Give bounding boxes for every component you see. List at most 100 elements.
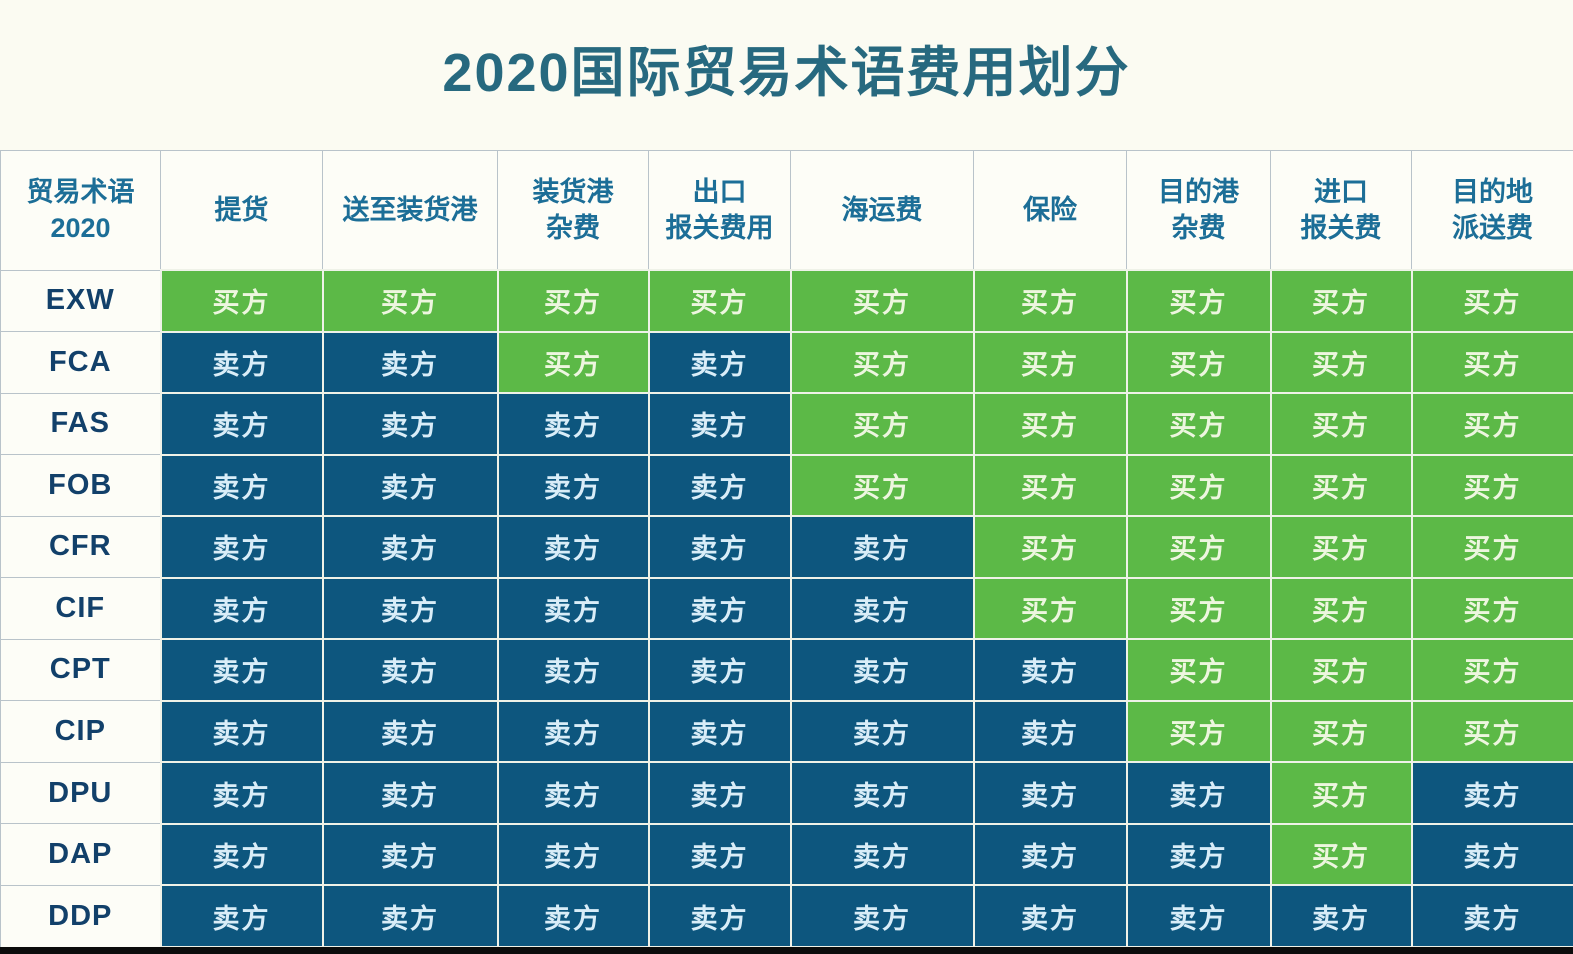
cost-cell-cif-col2-seller: 卖方 [321, 576, 499, 641]
cost-cell-cpt-col3-seller: 卖方 [496, 638, 650, 702]
cost-cell-cfr-col4-seller: 卖方 [647, 515, 792, 579]
cost-cell-fob-col1-seller: 卖方 [159, 453, 324, 518]
cost-cell-cfr-col8-buyer: 买方 [1269, 515, 1413, 579]
cost-cell-cif-col9-buyer: 买方 [1410, 576, 1573, 641]
cost-cell-dpu-col8-buyer: 买方 [1269, 761, 1413, 825]
cost-cell-fca-col9-buyer: 买方 [1410, 330, 1573, 395]
incoterms-table-wrap: 贸易术语 2020 提货 送至装货港 装货港 杂费 出口 报关费用 海运费 保险 目的港 杂… [0, 150, 1573, 948]
table-row-cif: CIF 卖方 卖方 卖方 卖方 卖方 买方 买方 买方 买方 [0, 576, 1573, 641]
cost-cell-cif-col6-buyer: 买方 [972, 576, 1128, 641]
cost-cell-exw-col1-buyer: 买方 [159, 269, 324, 333]
cost-cell-dap-col8-buyer: 买方 [1269, 822, 1413, 887]
cost-cell-dap-col1-seller: 卖方 [159, 822, 324, 887]
cost-cell-dap-col9-seller: 卖方 [1410, 822, 1573, 887]
cost-cell-fob-col5-buyer: 买方 [789, 453, 975, 518]
table-row-dpu: DPU 卖方 卖方 卖方 卖方 卖方 卖方 卖方 买方 卖方 [0, 761, 1573, 825]
cost-cell-cpt-col2-seller: 卖方 [321, 638, 499, 702]
term-cell-dap: DAP [0, 823, 161, 886]
cost-cell-fas-col1-seller: 卖方 [159, 392, 324, 456]
cost-cell-cif-col7-buyer: 买方 [1125, 576, 1272, 641]
term-cell-dpu: DPU [0, 761, 161, 825]
cost-cell-fas-col6-buyer: 买方 [972, 392, 1128, 456]
column-header-0: 提货 [160, 150, 323, 271]
cost-cell-fob-col2-seller: 卖方 [321, 453, 499, 518]
cost-cell-cip-col9-buyer: 买方 [1410, 699, 1573, 764]
cost-cell-exw-col4-buyer: 买方 [647, 269, 792, 333]
table-row-cpt: CPT 卖方 卖方 卖方 卖方 卖方 卖方 买方 买方 买方 [0, 638, 1573, 702]
cost-cell-dap-col5-seller: 卖方 [789, 822, 975, 887]
bottom-edge-bar [0, 947, 1573, 954]
cost-cell-fca-col4-seller: 卖方 [647, 330, 792, 395]
cost-cell-cif-col4-seller: 卖方 [647, 576, 792, 641]
table-row-cfr: CFR 卖方 卖方 卖方 卖方 卖方 买方 买方 买方 买方 [0, 515, 1573, 579]
cost-cell-cfr-col1-seller: 卖方 [159, 515, 324, 579]
cost-cell-cfr-col6-buyer: 买方 [972, 515, 1128, 579]
term-cell-fas: FAS [0, 392, 161, 456]
term-cell-fob: FOB [0, 454, 161, 517]
term-cell-exw: EXW [0, 269, 161, 333]
cost-cell-cif-col1-seller: 卖方 [159, 576, 324, 641]
cost-cell-ddp-col1-seller: 卖方 [159, 884, 324, 948]
cost-cell-cip-col2-seller: 卖方 [321, 699, 499, 764]
cost-cell-fas-col9-buyer: 买方 [1410, 392, 1573, 456]
cost-cell-cip-col1-seller: 卖方 [159, 699, 324, 764]
cost-cell-dpu-col1-seller: 卖方 [159, 761, 324, 825]
table-row-exw: EXW 买方 买方 买方 买方 买方 买方 买方 买方 买方 [0, 269, 1573, 333]
cost-cell-dap-col6-seller: 卖方 [972, 822, 1128, 887]
cost-cell-dpu-col2-seller: 卖方 [321, 761, 499, 825]
cost-cell-cpt-col1-seller: 卖方 [159, 638, 324, 702]
cost-cell-fob-col6-buyer: 买方 [972, 453, 1128, 518]
cost-cell-cfr-col3-seller: 卖方 [496, 515, 650, 579]
cost-cell-cip-col5-seller: 卖方 [789, 699, 975, 764]
term-cell-cif: CIF [0, 577, 161, 640]
cost-cell-cip-col8-buyer: 买方 [1269, 699, 1413, 764]
cost-cell-dap-col3-seller: 卖方 [496, 822, 650, 887]
cost-cell-dpu-col3-seller: 卖方 [496, 761, 650, 825]
cost-cell-ddp-col9-seller: 卖方 [1410, 884, 1573, 948]
column-header-6: 目的港 杂费 [1126, 150, 1271, 271]
cost-cell-fca-col7-buyer: 买方 [1125, 330, 1272, 395]
cost-cell-cfr-col7-buyer: 买方 [1125, 515, 1272, 579]
cost-cell-dpu-col9-seller: 卖方 [1410, 761, 1573, 825]
column-header-5: 保险 [973, 150, 1127, 271]
header-row: 贸易术语 2020 提货 送至装货港 装货港 杂费 出口 报关费用 海运费 保险 目的港 杂… [0, 150, 1573, 271]
table-row-dap: DAP 卖方 卖方 卖方 卖方 卖方 卖方 卖方 买方 卖方 [0, 822, 1573, 887]
table-row-fca: FCA 卖方 卖方 买方 卖方 买方 买方 买方 买方 买方 [0, 330, 1573, 395]
cost-cell-dpu-col5-seller: 卖方 [789, 761, 975, 825]
cost-cell-fas-col7-buyer: 买方 [1125, 392, 1272, 456]
cost-cell-fca-col1-seller: 卖方 [159, 330, 324, 395]
table-row-fas: FAS 卖方 卖方 卖方 卖方 买方 买方 买方 买方 买方 [0, 392, 1573, 456]
cost-cell-ddp-col8-seller: 卖方 [1269, 884, 1413, 948]
cost-cell-cif-col8-buyer: 买方 [1269, 576, 1413, 641]
cost-cell-fca-col8-buyer: 买方 [1269, 330, 1413, 395]
cost-cell-dap-col7-seller: 卖方 [1125, 822, 1272, 887]
cost-cell-cip-col4-seller: 卖方 [647, 699, 792, 764]
cost-cell-ddp-col4-seller: 卖方 [647, 884, 792, 948]
cost-cell-dap-col4-seller: 卖方 [647, 822, 792, 887]
cost-cell-fob-col4-seller: 卖方 [647, 453, 792, 518]
term-cell-fca: FCA [0, 331, 161, 394]
corner-header-cell: 贸易术语 2020 [0, 150, 161, 271]
cost-cell-exw-col3-buyer: 买方 [496, 269, 650, 333]
term-cell-cpt: CPT [0, 638, 161, 702]
cost-cell-ddp-col6-seller: 卖方 [972, 884, 1128, 948]
cost-cell-exw-col6-buyer: 买方 [972, 269, 1128, 333]
cost-cell-ddp-col2-seller: 卖方 [321, 884, 499, 948]
cost-cell-fca-col5-buyer: 买方 [789, 330, 975, 395]
cost-cell-cip-col6-seller: 卖方 [972, 699, 1128, 764]
term-cell-cip: CIP [0, 700, 161, 763]
cost-cell-exw-col5-buyer: 买方 [789, 269, 975, 333]
column-header-7: 进口 报关费 [1270, 150, 1412, 271]
column-header-8: 目的地 派送费 [1411, 150, 1573, 271]
cost-cell-fob-col7-buyer: 买方 [1125, 453, 1272, 518]
cost-cell-cpt-col7-buyer: 买方 [1125, 638, 1272, 702]
cost-cell-fas-col5-buyer: 买方 [789, 392, 975, 456]
cost-cell-ddp-col5-seller: 卖方 [789, 884, 975, 948]
cost-cell-cfr-col2-seller: 卖方 [321, 515, 499, 579]
cost-cell-dpu-col6-seller: 卖方 [972, 761, 1128, 825]
cost-cell-cpt-col5-seller: 卖方 [789, 638, 975, 702]
cost-cell-fob-col9-buyer: 买方 [1410, 453, 1573, 518]
table-row-cip: CIP 卖方 卖方 卖方 卖方 卖方 卖方 买方 买方 买方 [0, 699, 1573, 764]
cost-cell-dpu-col7-seller: 卖方 [1125, 761, 1272, 825]
term-cell-ddp: DDP [0, 884, 161, 948]
